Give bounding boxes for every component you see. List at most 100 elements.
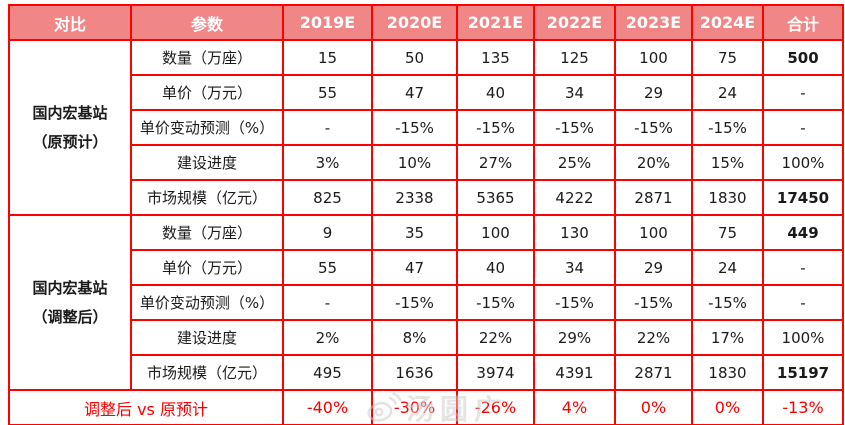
value-cell: 3%: [282, 144, 373, 181]
value-cell: 10%: [371, 144, 458, 181]
value-cell: 8%: [371, 319, 458, 356]
value-cell: 1830: [691, 179, 764, 216]
value-cell: 24: [691, 249, 764, 286]
footer-value-cell: 0%: [614, 389, 693, 425]
value-cell: 35: [371, 214, 458, 251]
value-cell: 1830: [691, 354, 764, 391]
table-row: 市场规模（亿元） 495 1636 3974 4391 2871 1830 15197: [9, 354, 844, 391]
value-cell: 130: [533, 214, 616, 251]
total-cell: 449: [762, 214, 844, 251]
footer-label-cell: 调整后 vs 原预计: [8, 389, 284, 425]
table-body: 国内宏基站 （原预计） 数量（万座） 15 50 135 125 100 75 500 单价（万元）…: [8, 39, 844, 425]
value-cell: 75: [691, 39, 764, 76]
group-label-line: （原预计）: [32, 132, 108, 151]
value-cell: 15%: [691, 144, 764, 181]
value-cell: -15%: [533, 109, 616, 146]
total-cell: -: [762, 249, 844, 286]
param-cell: 数量（万座）: [130, 214, 284, 251]
value-cell: 2871: [614, 354, 693, 391]
param-cell: 单价（万元）: [130, 249, 284, 286]
value-cell: 40: [456, 249, 535, 286]
value-cell: 100: [614, 39, 693, 76]
value-cell: -15%: [614, 109, 693, 146]
footer-value-cell: 4%: [533, 389, 616, 425]
value-cell: 2338: [371, 179, 458, 216]
value-cell: 100: [456, 214, 535, 251]
value-cell: 75: [691, 214, 764, 251]
value-cell: 55: [282, 74, 373, 111]
param-cell: 建设进度: [130, 319, 284, 356]
value-cell: 15: [282, 39, 373, 76]
value-cell: 100: [614, 214, 693, 251]
value-cell: 9: [282, 214, 373, 251]
group-label-line: 国内宏基站: [32, 104, 108, 122]
value-cell: -15%: [456, 109, 535, 146]
forecast-table: 对比 参数 2019E 2020E 2021E 2022E 2023E 2024E 合计 国内宏…: [8, 4, 844, 425]
header-cell-8: 合计: [762, 4, 844, 41]
footer-row: 调整后 vs 原预计 -40% -30% -26% 4% 0% 0% -13%: [8, 389, 844, 425]
value-cell: 135: [456, 39, 535, 76]
total-cell: -: [762, 74, 844, 111]
value-cell: -15%: [691, 109, 764, 146]
table-header: 对比 参数 2019E 2020E 2021E 2022E 2023E 2024E 合计: [8, 4, 844, 41]
table-row: 单价变动预测（%） - -15% -15% -15% -15% -15% -: [9, 109, 844, 146]
value-cell: 20%: [614, 144, 693, 181]
value-cell: 47: [371, 249, 458, 286]
total-cell: -: [762, 284, 844, 321]
param-cell: 市场规模（亿元）: [130, 354, 284, 391]
table-row: 建设进度 3% 10% 27% 25% 20% 15% 100%: [9, 144, 844, 181]
value-cell: 5365: [456, 179, 535, 216]
param-cell: 单价变动预测（%）: [130, 109, 284, 146]
value-cell: -15%: [614, 284, 693, 321]
value-cell: -15%: [456, 284, 535, 321]
header-cell-5: 2022E: [533, 4, 616, 41]
value-cell: 22%: [456, 319, 535, 356]
table-row: 国内宏基站 （原预计） 数量（万座） 15 50 135 125 100 75 500: [8, 39, 844, 216]
value-cell: 55: [282, 249, 373, 286]
param-cell: 单价变动预测（%）: [130, 284, 284, 321]
value-cell: 29%: [533, 319, 616, 356]
param-cell: 市场规模（亿元）: [130, 179, 284, 216]
total-cell: 15197: [762, 354, 844, 391]
value-cell: 25%: [533, 144, 616, 181]
table-row: 国内宏基站 （调整后） 数量（万座） 9 35 100 130 100 75 449: [8, 214, 844, 391]
value-cell: -: [282, 284, 373, 321]
header-cell-6: 2023E: [614, 4, 693, 41]
group-label-cell: 国内宏基站 （调整后）: [8, 214, 132, 391]
table-row: 市场规模（亿元） 825 2338 5365 4222 2871 1830 17450: [9, 179, 844, 216]
header-cell-7: 2024E: [691, 4, 764, 41]
value-cell: 47: [371, 74, 458, 111]
value-cell: -15%: [371, 284, 458, 321]
footer-value-cell: -26%: [456, 389, 535, 425]
value-cell: 4222: [533, 179, 616, 216]
group-label-line: （调整后）: [32, 307, 108, 326]
value-cell: -15%: [691, 284, 764, 321]
group-label-cell: 国内宏基站 （原预计）: [8, 39, 132, 216]
value-cell: -: [282, 109, 373, 146]
value-cell: 24: [691, 74, 764, 111]
value-cell: 4391: [533, 354, 616, 391]
value-cell: 3974: [456, 354, 535, 391]
total-cell: -: [762, 109, 844, 146]
header-cell-2: 2019E: [282, 4, 373, 41]
value-cell: 17%: [691, 319, 764, 356]
group-label-line: 国内宏基站: [32, 279, 108, 297]
value-cell: 34: [533, 74, 616, 111]
footer-value-cell: 0%: [691, 389, 764, 425]
value-cell: 22%: [614, 319, 693, 356]
param-cell: 建设进度: [130, 144, 284, 181]
header-cell-0: 对比: [8, 4, 132, 41]
table-row: 单价变动预测（%） - -15% -15% -15% -15% -15% -: [9, 284, 844, 321]
value-cell: 825: [282, 179, 373, 216]
value-cell: 29: [614, 74, 693, 111]
value-cell: 50: [371, 39, 458, 76]
value-cell: 125: [533, 39, 616, 76]
param-cell: 单价（万元）: [130, 74, 284, 111]
value-cell: 1636: [371, 354, 458, 391]
table-row: 单价（万元） 55 47 40 34 29 24-: [9, 74, 844, 111]
value-cell: 2871: [614, 179, 693, 216]
value-cell: -15%: [371, 109, 458, 146]
total-cell: 500: [762, 39, 844, 76]
value-cell: 34: [533, 249, 616, 286]
value-cell: -15%: [533, 284, 616, 321]
